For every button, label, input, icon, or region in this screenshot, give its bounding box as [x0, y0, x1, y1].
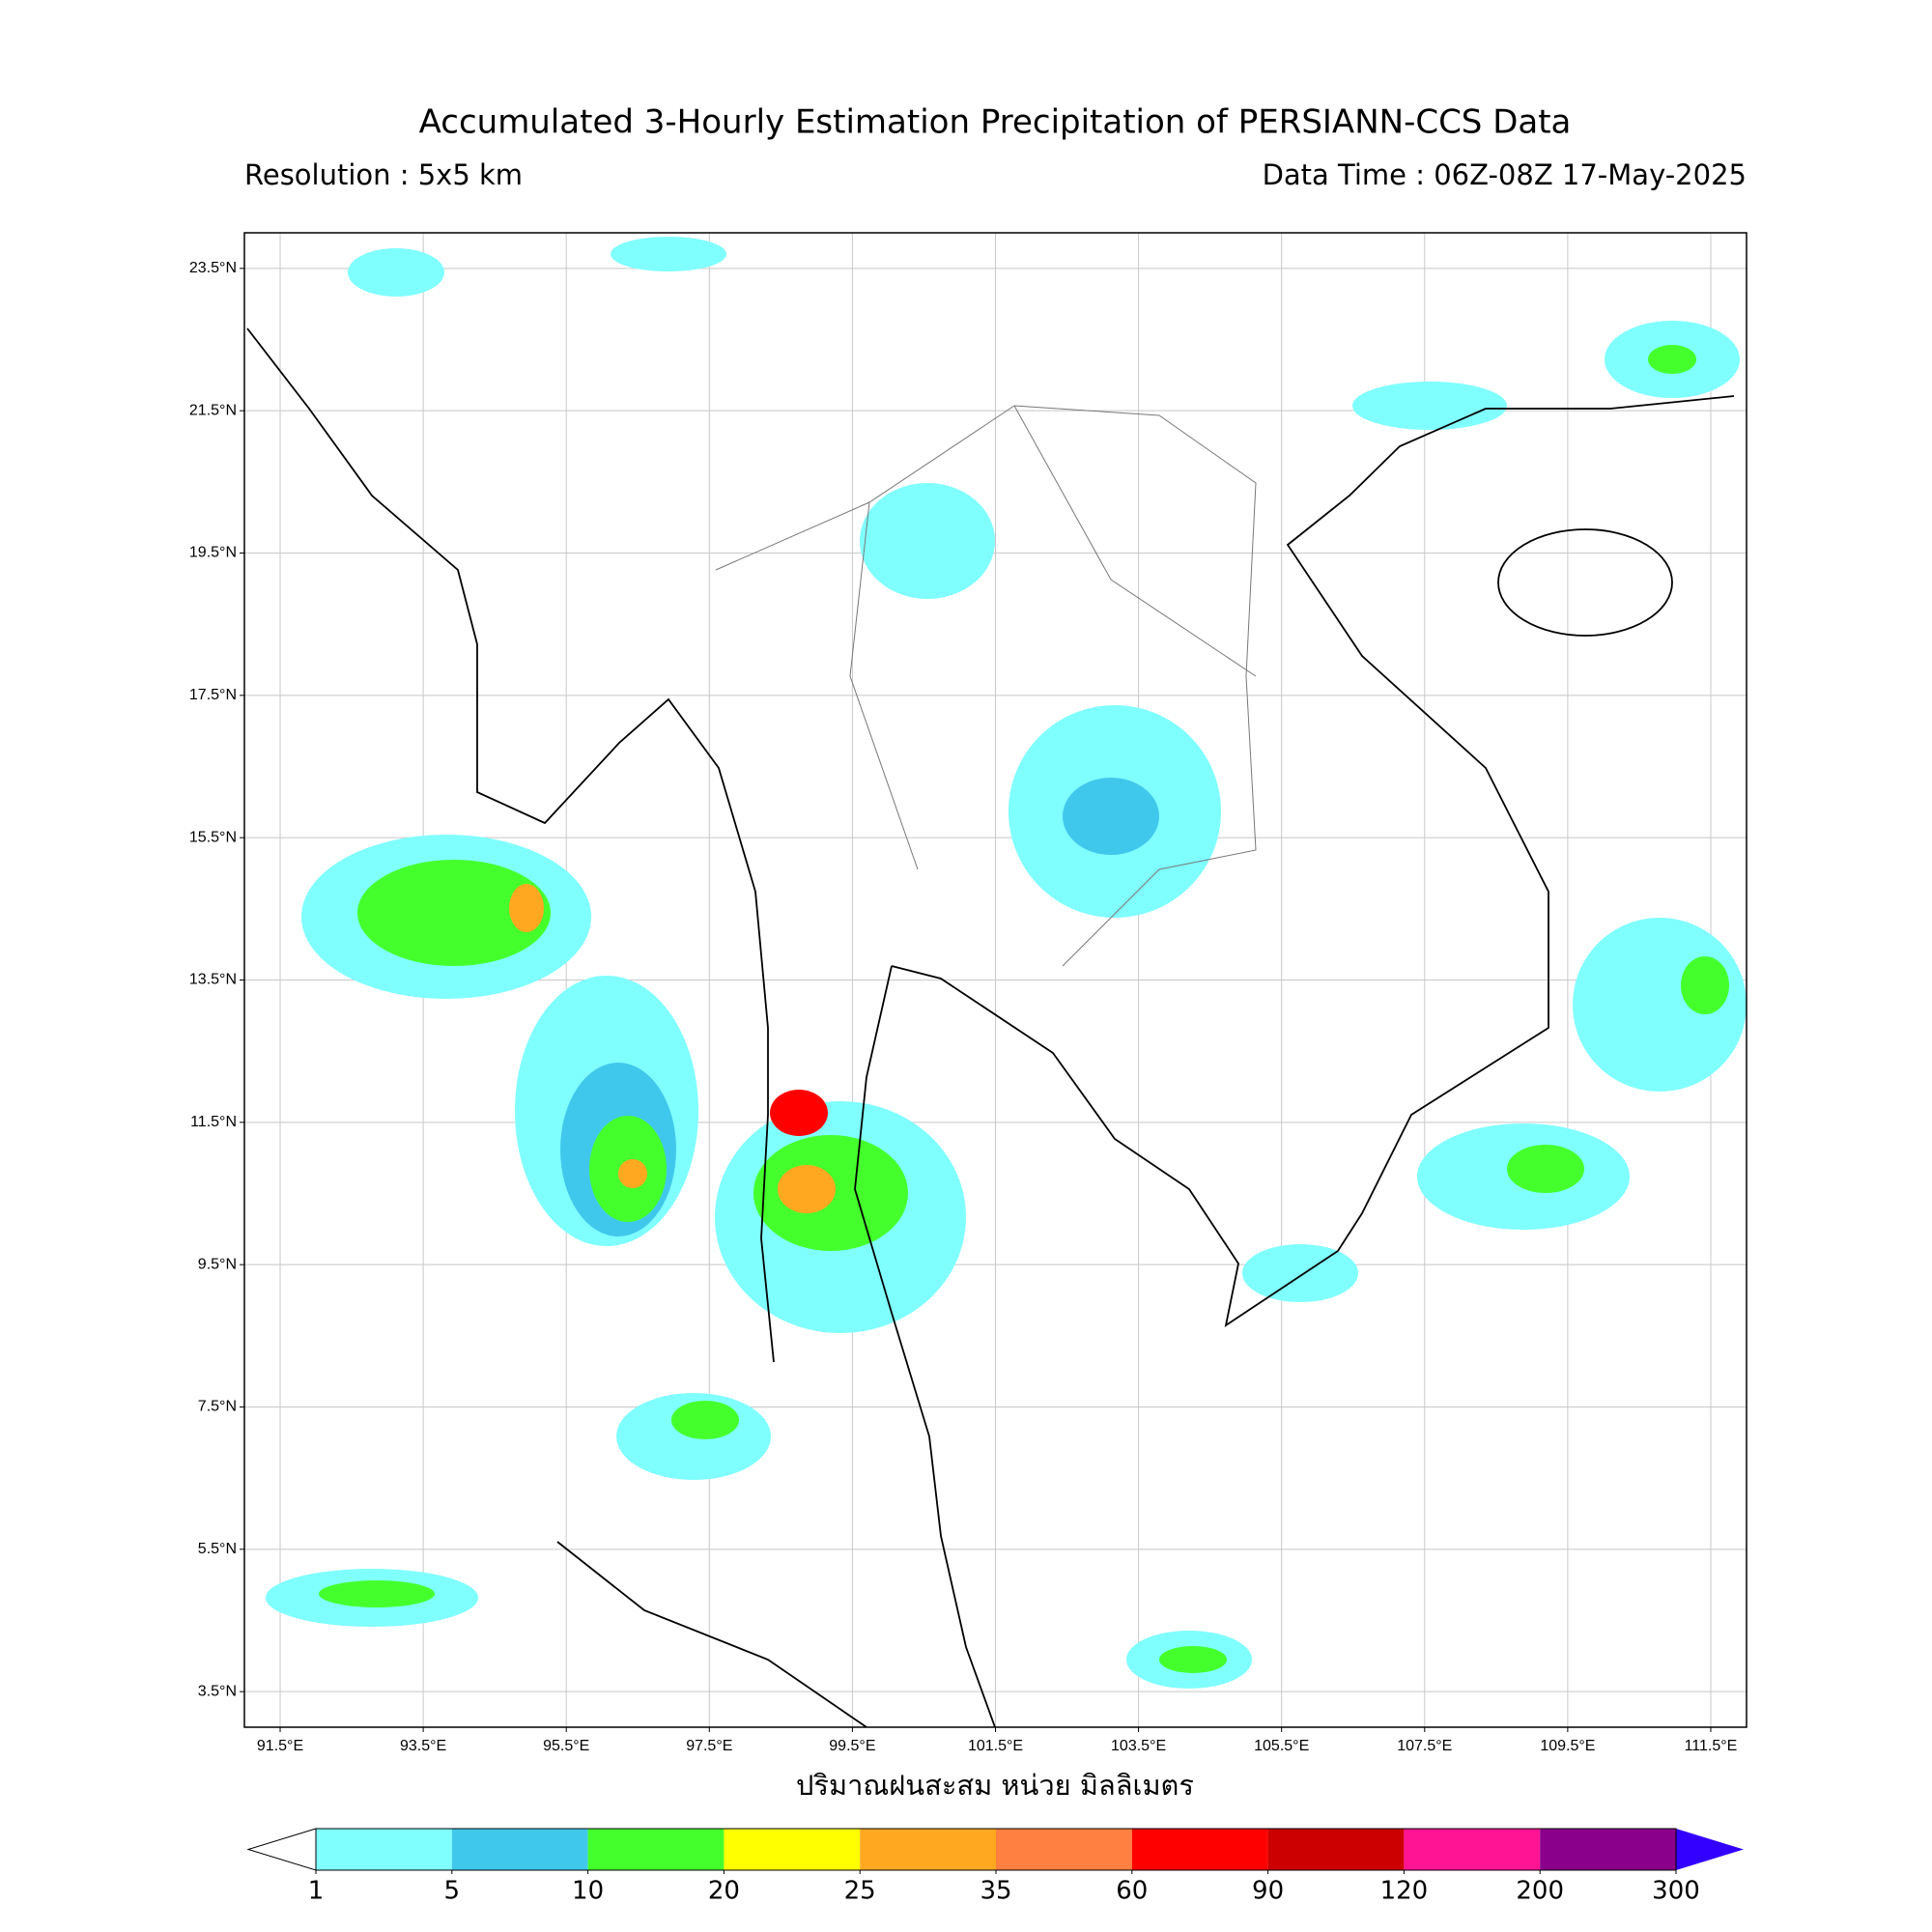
colorbar-level: 300 [1652, 1877, 1700, 1906]
colorbar-level: 60 [1116, 1877, 1148, 1906]
lon-tick-label: 93.5°E [400, 1738, 446, 1754]
lat-tick-label: 9.5°N [198, 1256, 237, 1272]
lon-tick-label: 99.5°E [829, 1738, 875, 1754]
colorbar-label: ปริมาณฝนสะสม หน่วย มิลลิเมตร [796, 1769, 1194, 1802]
colorbar-swatch [1540, 1829, 1676, 1870]
colorbar-level: 10 [572, 1877, 604, 1906]
colorbar-level: 35 [980, 1877, 1011, 1906]
lat-tick-label: 21.5°N [189, 402, 237, 418]
map-frame [243, 232, 1747, 1728]
lon-tick-label: 105.5°E [1254, 1738, 1309, 1754]
colorbar-swatch [1404, 1829, 1541, 1870]
lon-tick-label: 97.5°E [686, 1738, 732, 1754]
lat-tick-label: 13.5°N [189, 972, 237, 988]
resolution: Resolution : 5x5 km [244, 158, 523, 191]
lat-tick-label: 3.5°N [198, 1683, 237, 1699]
colorbar-swatch [316, 1829, 452, 1870]
lon-tick-label: 107.5°E [1397, 1738, 1452, 1754]
colorbar-level: 20 [708, 1877, 740, 1906]
lon-tick-label: 101.5°E [968, 1738, 1023, 1754]
colorbar-level: 200 [1516, 1877, 1564, 1906]
colorbar-swatch [451, 1829, 588, 1870]
lon-tick-label: 111.5°E [1685, 1738, 1738, 1754]
colorbar-swatch [587, 1829, 724, 1870]
coastlines [246, 327, 1735, 1728]
colorbar-swatch [1267, 1829, 1405, 1870]
lon-tick-label: 103.5°E [1111, 1738, 1166, 1754]
lat-tick-label: 5.5°N [198, 1541, 237, 1557]
colorbar-level: 120 [1380, 1877, 1429, 1906]
lon-tick-label: 91.5°E [257, 1738, 303, 1754]
colorbar: 1 5 10 20 25 35 60 90 120 200 300 [246, 1828, 1744, 1906]
lat-tick-label: 19.5°N [189, 545, 237, 561]
colorbar-swatch [996, 1829, 1132, 1870]
colorbar-swatch [724, 1829, 861, 1870]
colorbar-over [1676, 1829, 1744, 1870]
data-time: Data Time : 06Z-08Z 17-May-2025 [1263, 158, 1747, 191]
lat-tick-label: 7.5°N [198, 1399, 237, 1415]
lat-tick-label: 23.5°N [189, 260, 237, 276]
colorbar-swatch [1131, 1829, 1268, 1870]
precipitation [266, 237, 1747, 1689]
lat-tick-label: 11.5°N [190, 1114, 237, 1130]
lon-tick-label: 95.5°E [543, 1738, 589, 1754]
colorbar-level: 25 [844, 1877, 876, 1906]
lat-tick-label: 17.5°N [189, 687, 237, 703]
colorbar-under [246, 1828, 317, 1871]
lat-tick-label: 15.5°N [189, 829, 237, 845]
title: Accumulated 3-Hourly Estimation Precipit… [419, 103, 1572, 142]
colorbar-level: 5 [444, 1877, 461, 1906]
colorbar-level: 1 [308, 1877, 325, 1906]
colorbar-swatch [860, 1829, 996, 1870]
colorbar-level: 90 [1252, 1877, 1284, 1906]
lon-tick-label: 109.5°E [1540, 1738, 1595, 1754]
